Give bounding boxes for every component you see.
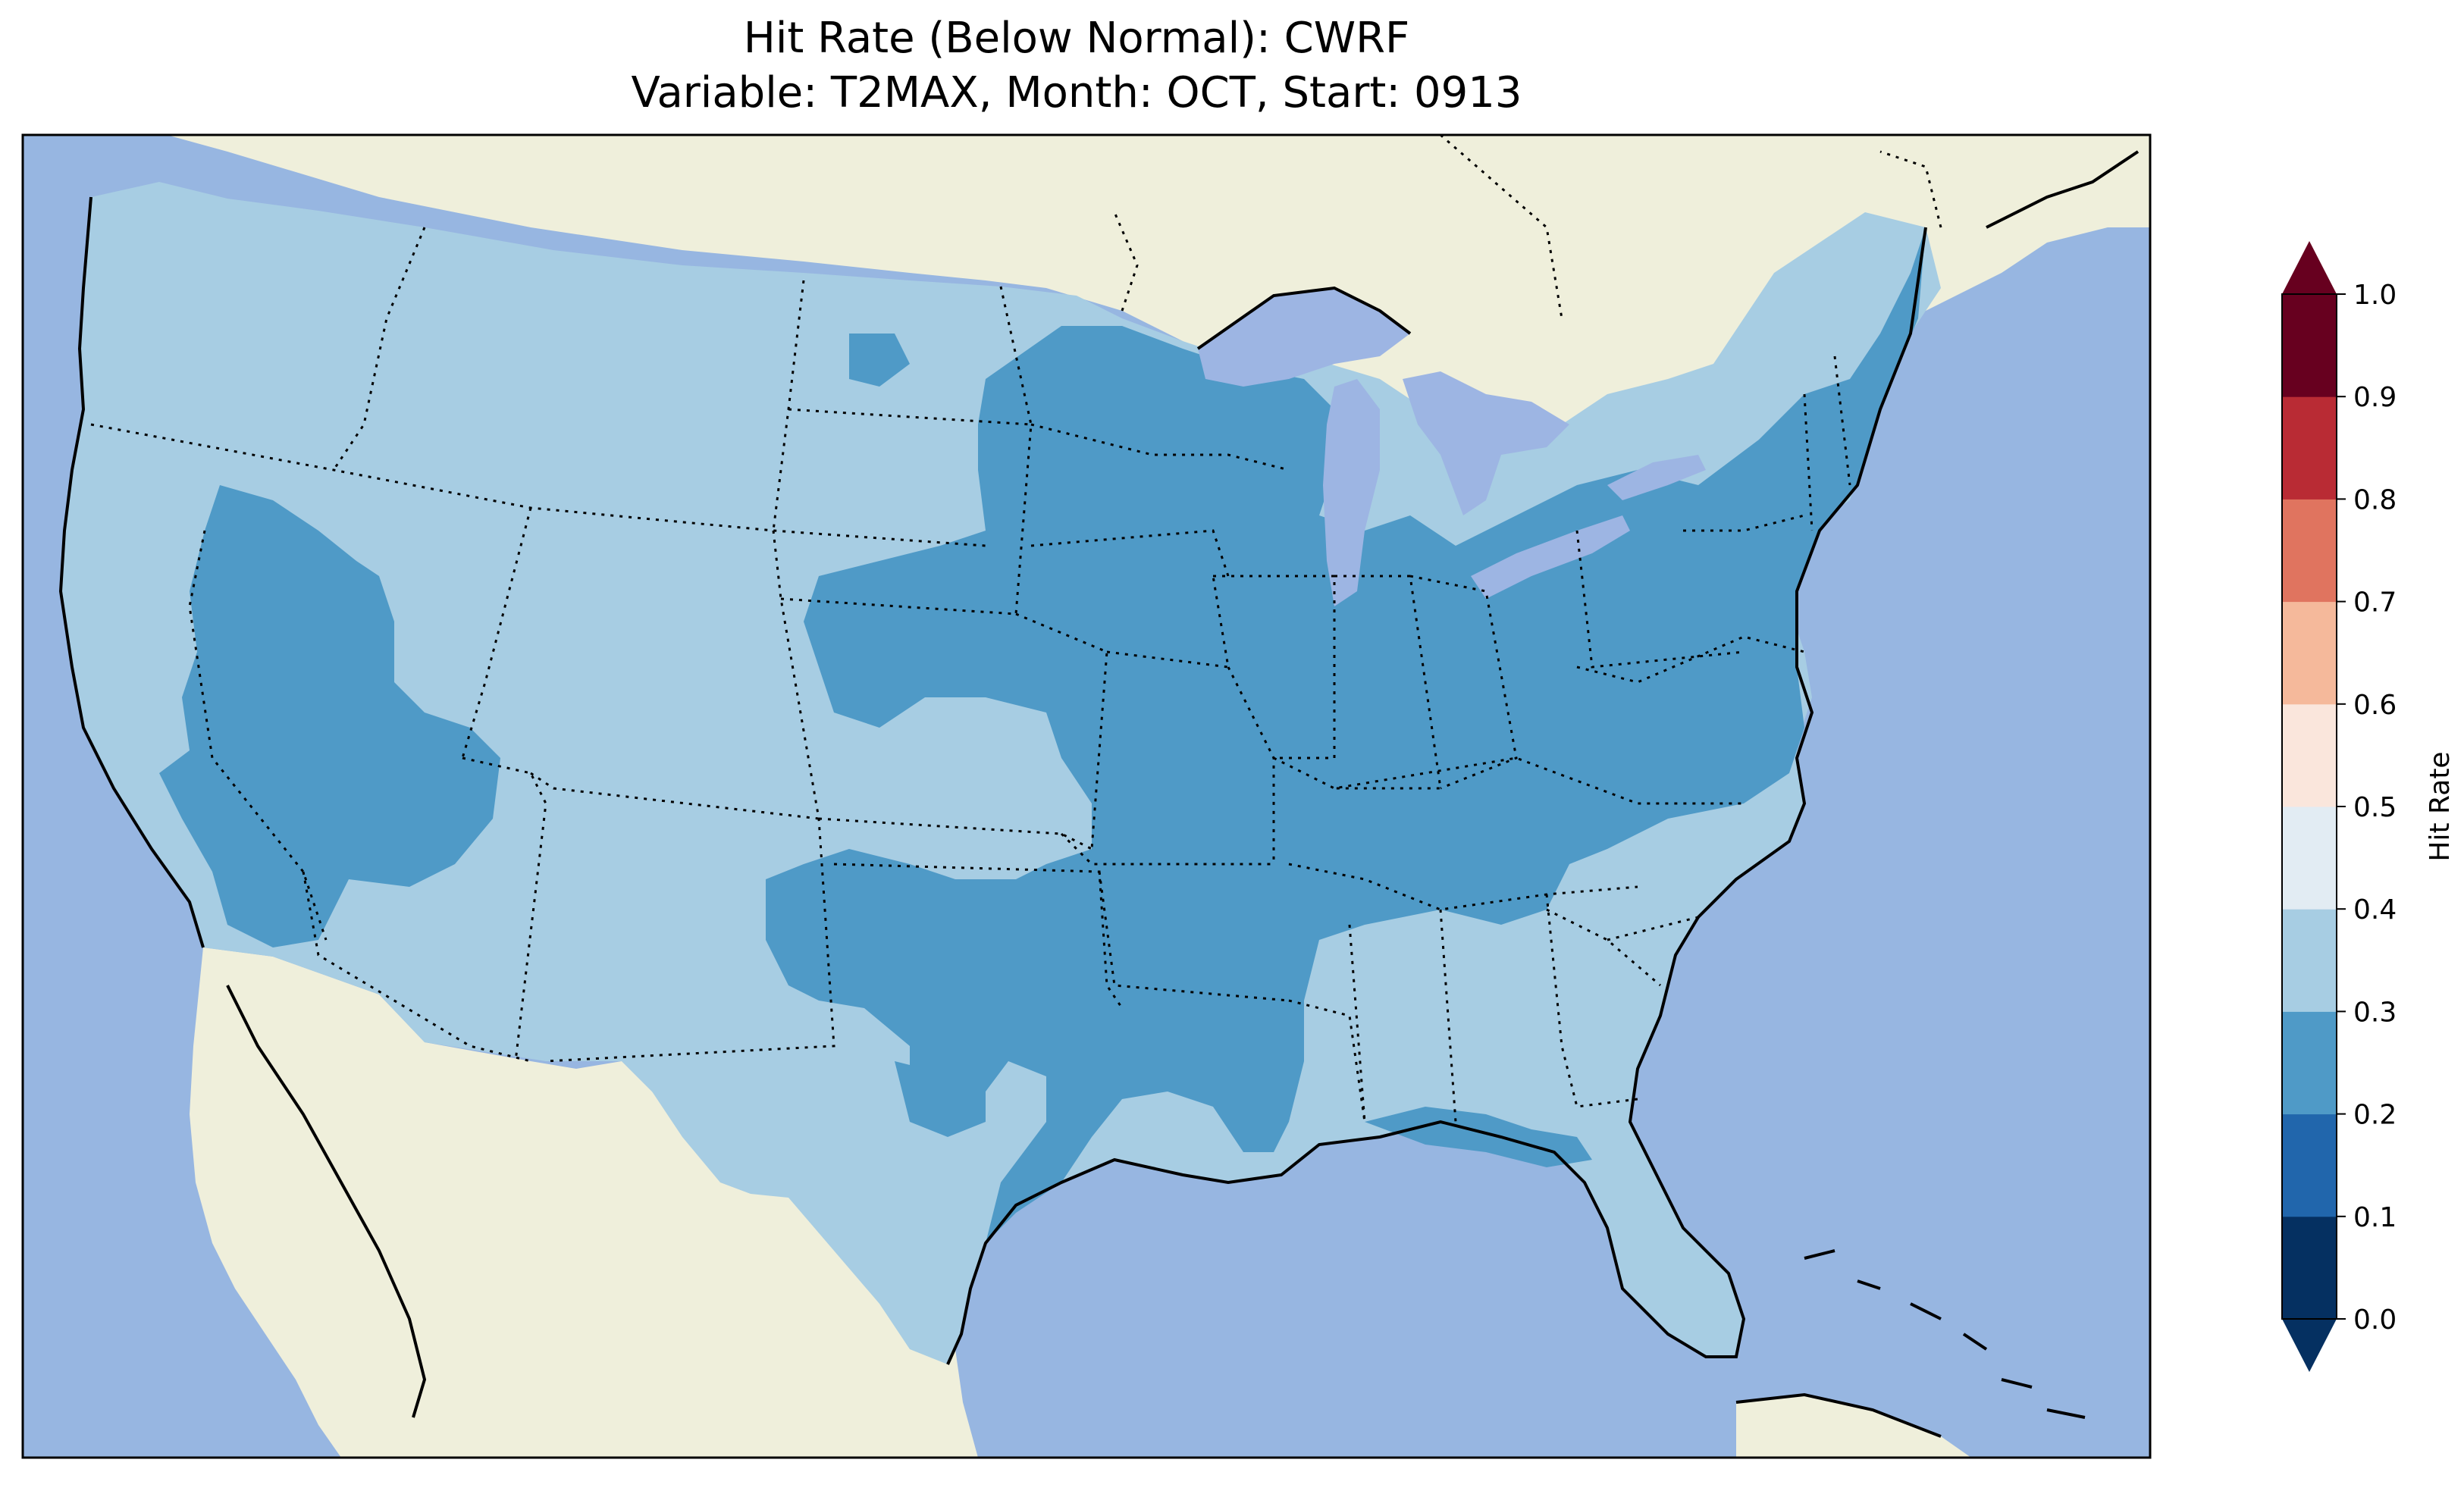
colorbar-tick-label: 0.3 <box>2353 997 2397 1028</box>
colorbar-tick-label: 0.4 <box>2353 894 2397 926</box>
colorbar-tick-label: 0.7 <box>2353 587 2397 619</box>
baja-land <box>226 985 425 1417</box>
colorbar-tick-label: 0.2 <box>2353 1100 2397 1131</box>
colorbar-segment-cls_2_3 <box>2282 1011 2337 1115</box>
colorbar-segment-cls_7_8 <box>2282 499 2337 603</box>
colorbar-tick-label: 0.5 <box>2353 792 2397 823</box>
colorbar-tick-label: 0.8 <box>2353 484 2397 515</box>
colorbar-tick-label: 0.9 <box>2353 382 2397 413</box>
colorbar-segment-cls_1_2 <box>2282 1113 2337 1217</box>
colorbar-label: Hit Rate <box>2425 751 2456 861</box>
colorbar-tick-label: 1.0 <box>2353 280 2397 311</box>
map-title-line-1: Hit Rate (Below Normal): CWRF <box>743 14 1410 63</box>
colorbar-extend-max <box>2282 241 2337 294</box>
colorbar-segment-cls_6_7 <box>2282 601 2337 705</box>
canada-land <box>167 135 2150 561</box>
map-frame <box>21 133 2152 1459</box>
map-panel <box>23 135 2150 1458</box>
map-title-line-2: Variable: T2MAX, Month: OCT, Start: 0913 <box>631 68 1522 117</box>
colorbar-extend-min <box>2282 1319 2337 1372</box>
coastlines <box>58 150 2140 1438</box>
caribbean-islands <box>1804 1249 2086 1419</box>
colorbar-tick-label: 0.0 <box>2353 1305 2397 1336</box>
colorbar-segment-cls_0_1 <box>2282 1216 2337 1320</box>
colorbar-segment-cls_3_4 <box>2282 909 2337 1012</box>
colorbar-tick-label: 0.6 <box>2353 690 2397 721</box>
colorbar: 0.0 0.1 0.2 0.3 0.4 0.5 0.6 0.7 0.8 0.9 1.0 Hit Ra… <box>2281 241 2456 1372</box>
colorbar-segment-cls_8_9 <box>2282 396 2337 500</box>
colorbar-segment-cls_9_10 <box>2282 294 2337 397</box>
colorbar-segment-cls_5_6 <box>2282 703 2337 807</box>
great-lakes <box>1198 288 1706 606</box>
state-borders <box>90 135 1942 1123</box>
colorbar-segment-cls_4_5 <box>2282 807 2337 910</box>
colorbar-tick-label: 0.1 <box>2353 1202 2397 1233</box>
cuba-land <box>1736 1395 1971 1458</box>
